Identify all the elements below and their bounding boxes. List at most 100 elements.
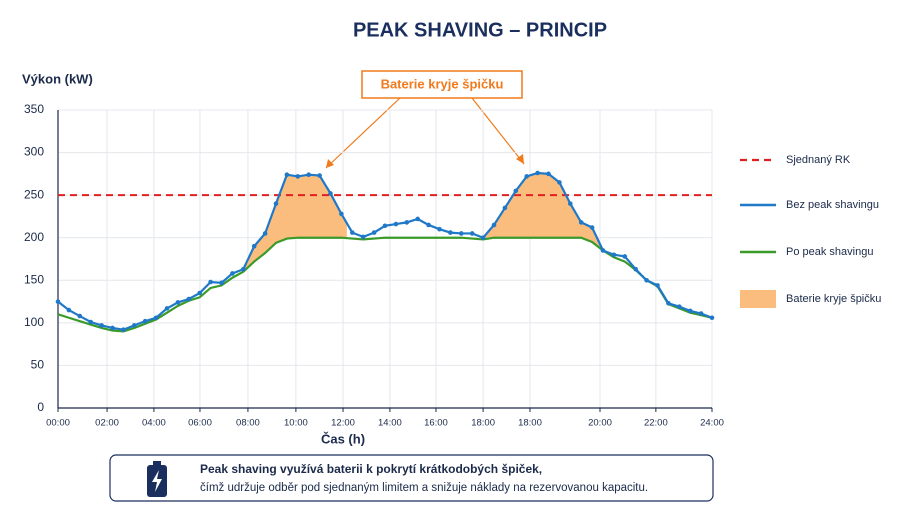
point	[306, 172, 312, 178]
point	[77, 313, 83, 319]
x-tick-label: 18:00	[471, 418, 495, 429]
point	[600, 248, 606, 253]
point	[709, 315, 715, 321]
point	[371, 230, 377, 235]
point	[611, 252, 617, 258]
point	[382, 223, 388, 229]
x-tick-label: 16:00	[424, 418, 448, 429]
y-axis-label: Výkon (kW)	[22, 71, 93, 86]
annotation-box	[361, 70, 523, 99]
point	[687, 308, 693, 314]
point	[164, 306, 170, 311]
point	[557, 180, 562, 185]
x-tick-label: 18:00	[518, 418, 542, 429]
x-axis-label: Čas (h)	[321, 431, 365, 446]
x-tick-label: 22:00	[644, 418, 668, 429]
point	[677, 304, 682, 309]
point	[295, 174, 301, 179]
point	[251, 243, 257, 249]
x-tick-label: 20:00	[588, 418, 612, 429]
legend-label: Baterie kryje špičku	[786, 293, 881, 305]
point	[448, 230, 453, 235]
point	[666, 300, 671, 306]
point	[328, 191, 333, 196]
y-tick-label: 300	[24, 145, 44, 159]
point	[273, 201, 279, 206]
point	[175, 300, 181, 305]
series-line	[57, 171, 713, 331]
y-tick-label: 250	[24, 187, 44, 201]
y-tick-label: 350	[24, 102, 44, 116]
point	[262, 231, 268, 236]
point	[589, 225, 595, 230]
arrow-head	[326, 159, 334, 168]
x-tick-label: 06:00	[188, 418, 212, 429]
x-tick-label: 24:00	[700, 418, 724, 429]
x-tick-label: 08:00	[236, 418, 260, 429]
point	[568, 201, 573, 206]
point	[142, 318, 148, 324]
shaved-area	[243, 173, 604, 332]
point	[284, 172, 290, 178]
x-tick-label: 12:00	[331, 418, 355, 429]
battery-cap	[153, 461, 161, 465]
point	[360, 234, 366, 240]
point	[459, 231, 464, 236]
point	[197, 290, 202, 296]
point	[437, 226, 442, 232]
point	[633, 266, 638, 272]
point	[698, 311, 704, 316]
point	[350, 230, 355, 235]
x-tick-label: 14:00	[378, 418, 402, 429]
point	[186, 296, 192, 302]
chart-title: PEAK SHAVING – PRINCIP	[353, 19, 607, 41]
point	[241, 266, 246, 272]
arrow-head	[516, 154, 524, 164]
y-tick-label: 100	[24, 315, 44, 329]
point	[524, 174, 529, 179]
point	[491, 222, 497, 228]
point	[66, 307, 72, 313]
point	[110, 325, 115, 331]
x-tick-label: 00:00	[46, 418, 70, 429]
point	[153, 315, 159, 321]
point	[469, 231, 475, 236]
point	[132, 323, 137, 328]
point	[317, 173, 322, 178]
point	[578, 220, 584, 225]
point	[513, 188, 519, 194]
point	[208, 279, 213, 285]
note-line: Peak shaving využívá baterii k pokrytí k…	[200, 462, 542, 476]
point	[480, 235, 486, 241]
y-tick-label: 50	[31, 358, 45, 372]
point	[55, 299, 61, 304]
point	[219, 280, 224, 286]
point	[426, 222, 431, 228]
point	[535, 170, 540, 176]
point	[502, 205, 508, 211]
y-tick-label: 0	[37, 400, 44, 414]
point	[88, 319, 93, 325]
point	[404, 220, 410, 225]
annotation: Baterie kryje špičku	[381, 76, 504, 91]
x-tick-label: 02:00	[95, 418, 119, 429]
annotation-arrow	[325, 97, 401, 169]
y-tick-label: 200	[24, 230, 44, 244]
bolt	[152, 470, 162, 492]
point	[230, 271, 235, 276]
point	[546, 171, 551, 177]
point	[339, 211, 344, 217]
x-tick-label: 04:00	[142, 418, 166, 429]
note-line: čímž udržuje odběr pod sjednaným limitem…	[200, 482, 648, 494]
legend-label: Sjednaný RK	[786, 154, 851, 166]
point	[644, 277, 649, 283]
annotation-arrow	[471, 97, 525, 165]
point	[393, 221, 399, 227]
legend-swatch	[740, 290, 776, 308]
note-box	[109, 454, 714, 502]
point	[655, 283, 660, 288]
x-tick-label: 10:00	[284, 418, 308, 429]
point	[121, 327, 126, 332]
point	[622, 254, 628, 259]
